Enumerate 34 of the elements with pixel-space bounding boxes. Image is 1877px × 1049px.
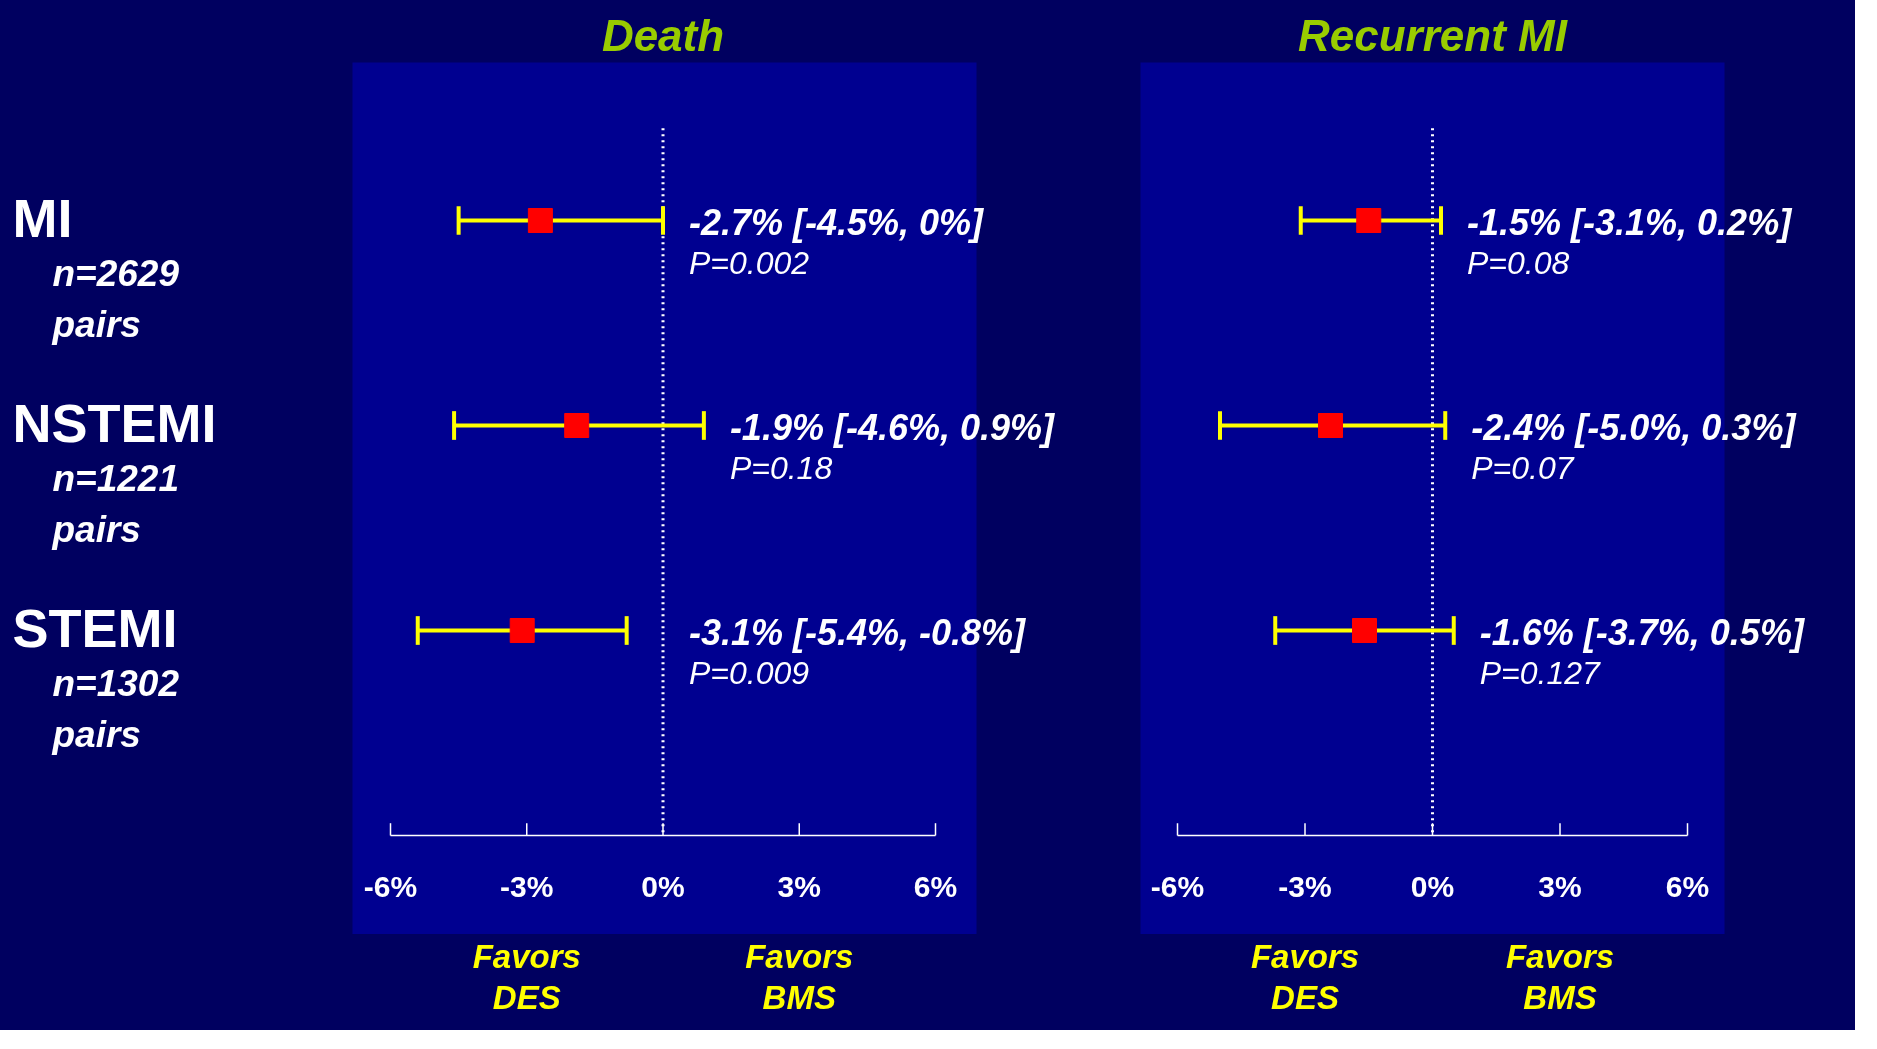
y-tick-label: MI: [12, 187, 73, 248]
y-tick-label: NSTEMI: [12, 392, 217, 453]
x-tick-label: -6%: [363, 869, 418, 903]
annotation: P=0.18: [729, 449, 833, 486]
y-tick-label: STEMI: [12, 597, 178, 658]
annotation: -1.5% [-3.1%, 0.2%]: [1467, 202, 1793, 243]
annotation: -2.7% [-4.5%, 0%]: [689, 202, 985, 243]
text: n=1221 pairs: [51, 457, 180, 550]
x-tick-label: -6%: [1150, 869, 1205, 903]
x-tick-label: -3%: [1278, 869, 1332, 903]
x-tick-label: 6%: [1665, 869, 1710, 903]
annotation: -1.9% [-4.6%, 0.9%]: [729, 407, 1056, 448]
chart-title: Death: [601, 10, 725, 60]
text: Favors DES: [472, 938, 581, 1016]
x-tick-label: 0%: [1410, 869, 1455, 903]
text: Favors DES: [1250, 938, 1360, 1016]
annotation: P=0.08: [1467, 244, 1570, 281]
text: Favors BMS: [1505, 938, 1615, 1016]
annotation: P=0.127: [1479, 654, 1602, 691]
annotation: P=0.009: [689, 654, 810, 691]
x-tick-label: 3%: [777, 869, 821, 903]
annotation: -1.6% [-3.7%, 0.5%]: [1479, 612, 1805, 653]
annotation: P=0.07: [1471, 449, 1575, 486]
x-tick-label: 6%: [913, 869, 958, 903]
x-tick-label: -3%: [500, 869, 554, 903]
x-tick-label: 0%: [641, 869, 685, 903]
annotation: -3.1% [-5.4%, -0.8%]: [689, 612, 1027, 653]
text: n=2629 pairs: [51, 252, 180, 345]
text: n=1302 pairs: [51, 662, 180, 755]
chart-title: Recurrent MI: [1298, 10, 1568, 60]
text: Favors BMS: [745, 938, 854, 1016]
annotation: -2.4% [-5.0%, 0.3%]: [1471, 407, 1797, 448]
x-tick-label: 3%: [1538, 869, 1582, 903]
annotation: P=0.002: [689, 244, 810, 281]
